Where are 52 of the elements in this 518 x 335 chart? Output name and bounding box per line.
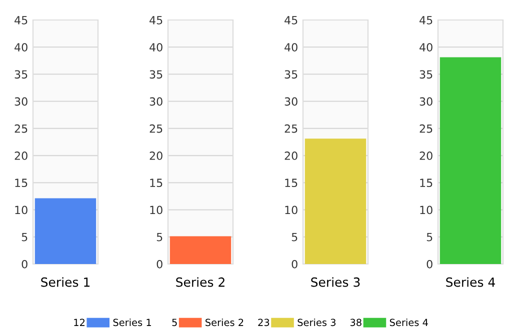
y-tick-label: 40 [150,43,162,52]
x-axis-title: Series 1 [41,277,90,287]
y-tick-label: 35 [14,70,28,79]
y-tick-label: 0 [22,260,28,268]
text: 38 [350,318,362,326]
y-tick-label: 10 [420,206,432,214]
y-tick-label: 45 [420,16,432,24]
legend-label: Series 4 [390,318,428,326]
y-tick-label: 10 [285,206,298,214]
y-tick-label: 25 [14,124,28,133]
text: 23 [258,318,270,326]
y-tick-label: 35 [284,70,298,79]
y-tick-label: 45 [150,16,162,24]
text: 5 [172,318,177,326]
y-tick-label: 0 [426,260,432,268]
y-tick-label: 5 [22,233,28,242]
y-tick-label: 25 [420,124,432,133]
legend-label: Series 2 [206,318,244,326]
y-tick-label: 45 [284,16,298,24]
legend-label: Series 3 [298,318,336,326]
y-tick-label: 20 [150,152,162,160]
y-tick-label: 5 [292,233,298,242]
y-tick-label: 20 [284,152,298,160]
y-tick-label: 0 [292,260,298,268]
y-tick-label: 20 [14,152,28,160]
y-tick-label: 15 [150,178,162,188]
y-tick-label: 0 [156,260,162,268]
x-axis-title: Series 3 [311,277,360,287]
y-tick-label: 40 [14,43,28,52]
y-tick-label: 35 [150,70,162,79]
y-tick-label: 25 [284,124,298,133]
y-tick-label: 10 [15,206,28,214]
text: 12 [74,318,84,326]
y-tick-label: 5 [426,233,432,242]
y-tick-label: 40 [284,43,298,52]
y-tick-label: 25 [150,124,162,133]
legend-label: Series 1 [113,318,151,326]
x-axis-title: Series 4 [446,277,495,287]
y-tick-label: 15 [15,178,28,188]
x-axis-title: Series 2 [176,277,224,287]
y-tick-label: 10 [150,206,162,214]
y-tick-label: 20 [420,152,432,160]
y-tick-label: 30 [420,97,432,106]
y-tick-label: 5 [156,233,162,242]
y-tick-label: 15 [420,178,432,188]
y-tick-label: 15 [285,178,298,188]
y-tick-label: 30 [150,97,162,106]
y-tick-label: 35 [420,70,432,79]
y-tick-label: 45 [14,16,28,24]
y-tick-label: 30 [284,97,298,106]
y-tick-label: 30 [14,97,28,106]
y-tick-label: 40 [420,43,432,52]
